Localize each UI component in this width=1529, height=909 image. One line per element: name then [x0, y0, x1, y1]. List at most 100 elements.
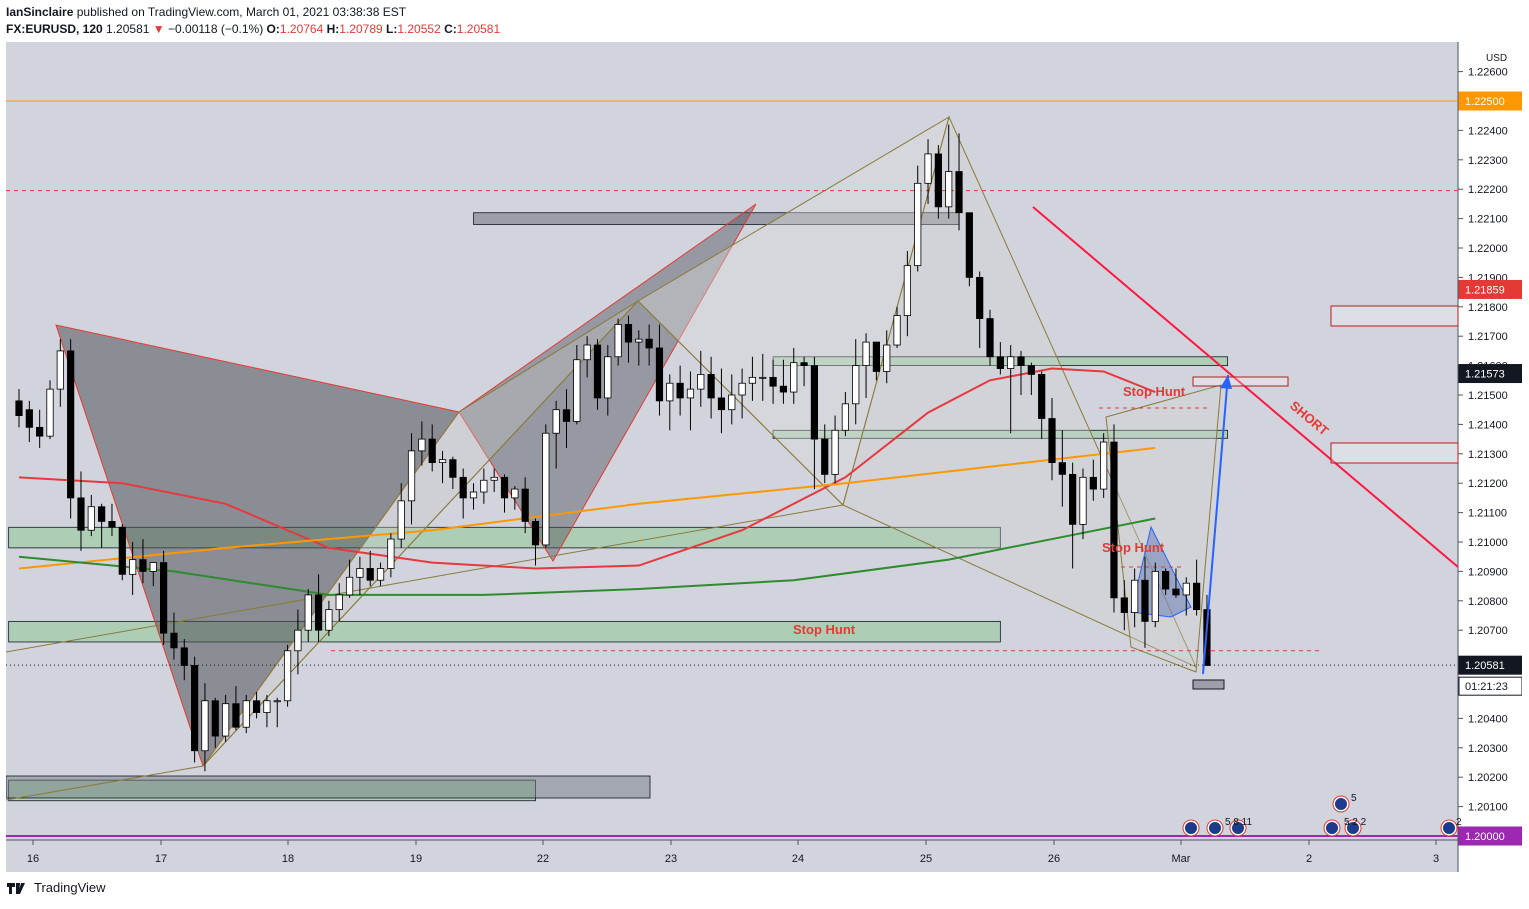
candle-bear: [676, 382, 684, 399]
candle-bear: [779, 385, 788, 393]
price-change: −0.00118 (−0.1%): [168, 22, 264, 36]
candle-bear: [965, 212, 973, 278]
publish-info: published on TradingView.com, March 01, …: [76, 5, 407, 19]
high-value: 1.20789: [339, 22, 383, 36]
candle-bull: [914, 182, 922, 267]
short-trendline: [1032, 206, 1459, 568]
symbol-label[interactable]: FX:EURUSD, 120: [6, 22, 103, 36]
candle-bear: [232, 703, 240, 728]
candle-bull: [56, 350, 64, 390]
price-label-text: 1.20000: [1465, 831, 1505, 843]
low-value: 1.20552: [397, 22, 441, 36]
candle-bear: [170, 632, 178, 649]
candle-bear: [67, 350, 75, 499]
candle-bull: [583, 344, 591, 361]
price-tick-label: 1.22100: [1468, 214, 1508, 226]
candle-bear: [821, 438, 829, 475]
candle-bull: [614, 324, 622, 358]
candle-bull: [841, 403, 850, 431]
candle-bear: [77, 497, 85, 531]
candle-bear: [996, 356, 1004, 369]
overlay-drawings: [1032, 206, 1459, 837]
price-label-text: 1.20581: [1465, 660, 1505, 672]
price-chart[interactable]: 1.22600 1.22400 1.22300 1.22200 1.22100 1.220…: [5, 42, 1523, 872]
candle-bull: [852, 365, 860, 405]
candle-bull: [149, 562, 157, 572]
candle-bear: [1193, 582, 1201, 611]
time-tick-label: 24: [792, 853, 804, 865]
candle-bull: [397, 500, 405, 540]
price-tick-label: 1.22600: [1468, 67, 1508, 79]
candle-bear: [976, 276, 984, 319]
supply-box-1: [1330, 305, 1459, 327]
chart-frame[interactable]: 1.22600 1.22400 1.22300 1.22200 1.22100 1.220…: [5, 42, 1523, 872]
candle-bear: [562, 409, 571, 422]
candle-bear: [655, 347, 664, 402]
candle-bear: [810, 365, 819, 440]
price-tick-label: 1.21400: [1468, 419, 1508, 431]
candle-bear: [252, 700, 261, 713]
candle-bull: [728, 394, 736, 411]
candle-bear: [645, 338, 653, 349]
candle-bear: [1141, 579, 1149, 622]
price-tick-label: 1.21500: [1468, 390, 1508, 402]
moving-average-line: [18, 517, 1156, 596]
candle-bear: [872, 341, 880, 372]
zone-box-supply: [772, 429, 1229, 439]
candle-bull: [490, 476, 498, 481]
price-tick-label: 1.21200: [1468, 478, 1508, 490]
price-tick-label: 1.22200: [1468, 184, 1508, 196]
footer-brand: TradingView: [34, 880, 106, 895]
event-flag-icon-inner: [1209, 822, 1221, 834]
candle-bull: [738, 382, 746, 396]
price-tick-label: 1.21100: [1468, 508, 1507, 520]
candle-bear: [459, 476, 467, 499]
candle-bull: [1100, 441, 1108, 490]
candle-bear: [108, 521, 116, 528]
candle-bull: [345, 576, 354, 596]
candle-bear: [624, 324, 633, 343]
candle-bull: [469, 491, 478, 499]
candle-bear: [366, 568, 374, 581]
candle-bear: [769, 376, 777, 387]
author-name[interactable]: IanSinclaire: [6, 5, 74, 19]
price-tick-label: 1.20300: [1468, 743, 1508, 755]
candle-bear: [986, 318, 994, 358]
zone-box-demand-deep: [5, 775, 651, 799]
price-axis[interactable]: 1.22600 1.22400 1.22300 1.22200 1.22100 1.220…: [1458, 67, 1523, 846]
stop-hunt-label-1: Stop Hunt: [1123, 384, 1186, 399]
candle-bear: [1048, 418, 1056, 464]
candle-bull: [129, 559, 137, 575]
candle-bull: [1151, 571, 1159, 622]
candle-bull: [831, 429, 839, 475]
candle-bear: [139, 559, 147, 572]
candle-bull: [604, 356, 612, 399]
candle-bear: [955, 171, 963, 214]
candle-bull: [1182, 582, 1190, 596]
last-price: 1.20581: [106, 22, 150, 36]
symbol-line: FX:EURUSD, 120 1.20581 ▼ −0.00118 (−0.1%…: [6, 22, 500, 36]
price-tick-label: 1.21000: [1468, 537, 1508, 549]
candle-bull: [903, 265, 911, 317]
candle-bull: [304, 594, 312, 631]
price-tick-label: 1.20100: [1468, 802, 1508, 814]
time-axis[interactable]: 16 17 18 19 22 23 24 25 26 Mar 2 3: [27, 840, 1439, 865]
price-tick-label: 1.22400: [1468, 125, 1508, 137]
candle-bull: [573, 359, 581, 422]
price-tick-label: 1.21700: [1468, 331, 1508, 343]
candle-bear: [593, 344, 602, 399]
time-tick-label: 16: [27, 853, 39, 865]
candle-bear: [25, 409, 33, 428]
candle-bear: [717, 397, 726, 411]
candle-bull: [883, 344, 891, 372]
candle-bull: [387, 538, 395, 569]
close-value: 1.20581: [456, 22, 501, 36]
candle-bull: [862, 341, 870, 366]
candle-bull: [1131, 579, 1139, 613]
candle-bull: [283, 650, 292, 702]
event-flag-icon-inner: [1232, 822, 1244, 834]
candle-bull: [418, 438, 426, 452]
price-label-text: 1.21859: [1465, 284, 1505, 296]
candle-bear: [1162, 571, 1170, 590]
time-tick-label: Mar: [1172, 853, 1191, 865]
